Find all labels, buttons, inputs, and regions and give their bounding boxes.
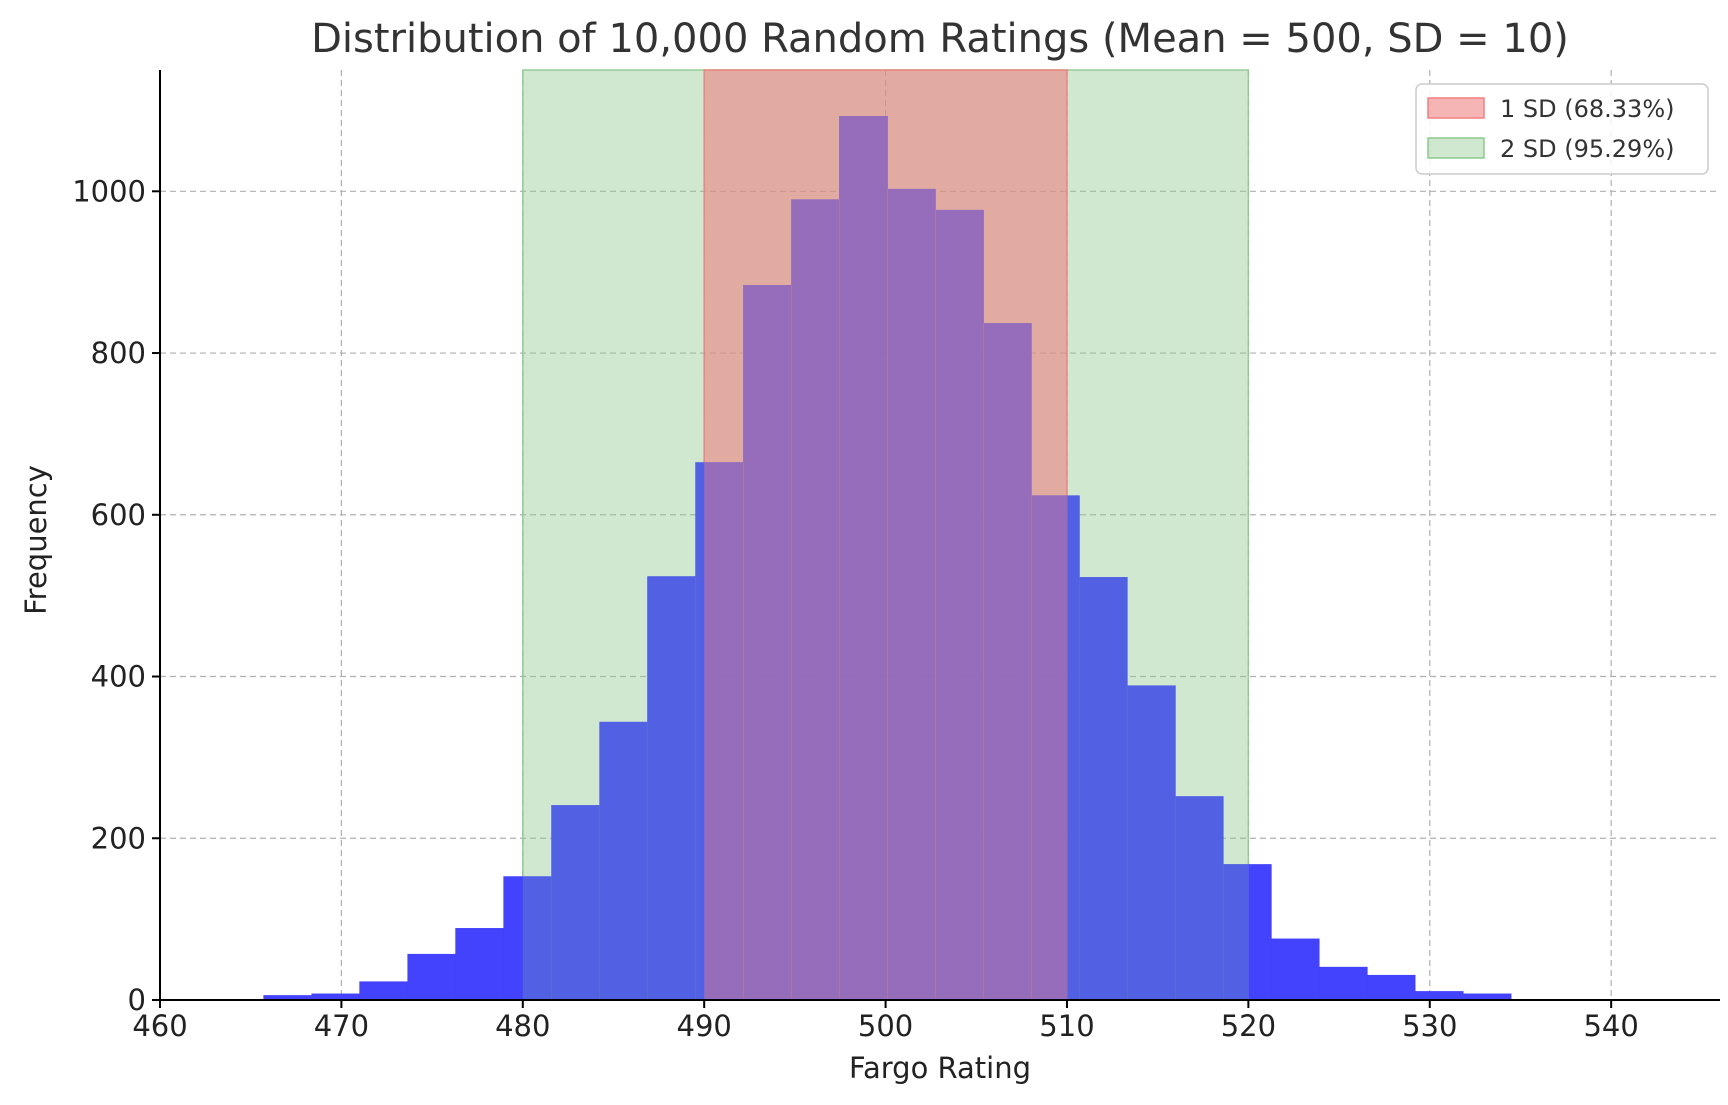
band-overlay-segment	[887, 188, 936, 1000]
y-tick-label: 1000	[72, 174, 146, 208]
legend-swatch	[1427, 137, 1485, 159]
axes: 460 470 480 490 500 510 520 530 540 0 200 400 600 800…	[72, 70, 1720, 1043]
histogram-bar	[791, 199, 840, 1001]
band-overlay-segment	[599, 721, 648, 1000]
histogram-bar	[1271, 938, 1320, 1000]
x-tick-label: 460	[132, 1009, 187, 1043]
histogram-bar	[839, 116, 888, 1001]
histogram-bar	[647, 576, 696, 1000]
y-axis-label: Frequency	[19, 465, 53, 615]
band-overlay-segment	[935, 209, 984, 1000]
x-tick-label: 480	[495, 1009, 550, 1043]
y-tick-label: 800	[91, 336, 146, 370]
band-overlay-segment	[1175, 796, 1224, 1000]
histogram-bar	[983, 323, 1032, 1001]
band-overlay-segment	[935, 209, 984, 1000]
x-tick-label: 510	[1039, 1009, 1094, 1043]
histogram-bars	[263, 116, 1512, 1001]
band-overlay-segment	[743, 285, 792, 1000]
x-tick-label: 530	[1402, 1009, 1457, 1043]
histogram-bar	[359, 981, 409, 1000]
band-overlay-segment	[791, 199, 840, 1001]
band-overlay-segment	[1031, 495, 1068, 1000]
legend-swatch	[1427, 97, 1485, 119]
histogram-bar	[1318, 966, 1368, 1000]
y-tick-label: 200	[91, 821, 146, 855]
histogram-bar	[1079, 577, 1128, 1000]
histogram-bar	[743, 285, 792, 1000]
band-overlay-segment	[791, 199, 840, 1001]
y-tick-label: 0	[128, 983, 146, 1017]
band-overlay-segment	[551, 805, 600, 1000]
x-tick-label: 520	[1221, 1009, 1276, 1043]
legend: 1 SD (68.33%) 2 SD (95.29%)	[1415, 83, 1709, 175]
histogram-bar	[1414, 991, 1464, 1000]
legend-label: 1 SD (68.33%)	[1500, 95, 1674, 123]
histogram-bar	[1175, 796, 1224, 1000]
x-tick-label: 470	[314, 1009, 369, 1043]
histogram-bar	[1222, 864, 1272, 1000]
band-overlay-segment	[695, 462, 744, 1000]
histogram-bar	[1462, 993, 1512, 1000]
x-tick-label: 540	[1583, 1009, 1638, 1043]
histogram-bar	[311, 993, 360, 1000]
band-overlay-segment	[983, 323, 1032, 1001]
band-overlay-segment	[704, 462, 744, 1000]
band-overlay-segment	[839, 116, 888, 1001]
histogram-bar	[695, 462, 744, 1000]
band-overlay-segment	[839, 116, 888, 1001]
histogram-bar	[455, 928, 504, 1000]
band-overlay-segment	[1127, 685, 1176, 1000]
y-tick-label: 400	[91, 660, 146, 694]
band-overlay-segment	[983, 323, 1032, 1001]
band-overlay-segment	[1031, 495, 1080, 1000]
histogram-bar	[599, 721, 648, 1000]
chart-title: Distribution of 10,000 Random Ratings (M…	[311, 16, 1569, 62]
histogram-bar	[1127, 685, 1176, 1000]
band-overlay-segment	[887, 188, 936, 1000]
legend-label: 2 SD (95.29%)	[1500, 135, 1674, 163]
histogram-bar	[935, 209, 984, 1000]
histogram-bar	[503, 876, 552, 1000]
histogram-bar	[887, 188, 936, 1000]
band-overlay-segment	[647, 576, 696, 1000]
histogram-bar	[407, 953, 456, 1000]
band-overlay-segment	[1222, 864, 1249, 1000]
band-bar-overlay	[522, 116, 1249, 1001]
histogram-bar	[551, 805, 600, 1000]
histogram-bar	[1031, 495, 1080, 1000]
y-tick-label: 600	[91, 498, 146, 532]
x-tick-label: 490	[677, 1009, 732, 1043]
histogram-bar	[263, 995, 313, 1000]
x-tick-label: 500	[858, 1009, 913, 1043]
band-overlay-segment	[1079, 577, 1128, 1000]
legend-box	[1415, 83, 1709, 175]
histogram-bar	[1367, 974, 1416, 1000]
band-overlay-segment	[522, 876, 552, 1000]
band-overlay-segment	[743, 285, 792, 1000]
x-axis-label: Fargo Rating	[849, 1051, 1031, 1085]
